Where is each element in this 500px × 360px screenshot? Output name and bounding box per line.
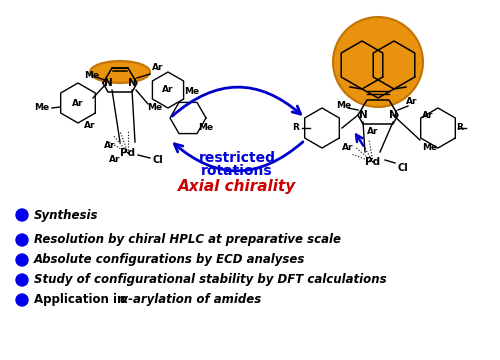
Text: Ar: Ar	[162, 85, 174, 94]
Text: α-arylation of amides: α-arylation of amides	[120, 293, 261, 306]
Ellipse shape	[333, 17, 423, 107]
Circle shape	[16, 274, 28, 286]
Text: Ar: Ar	[367, 127, 379, 136]
Text: Cl: Cl	[152, 155, 164, 165]
Circle shape	[16, 294, 28, 306]
FancyArrowPatch shape	[174, 142, 303, 171]
Text: Ar: Ar	[84, 121, 96, 130]
Text: Ar: Ar	[104, 140, 116, 149]
Text: Cl: Cl	[398, 163, 408, 173]
Text: restricted: restricted	[198, 151, 276, 165]
Text: N: N	[358, 110, 368, 120]
Text: Me: Me	[336, 100, 351, 109]
Text: Me: Me	[184, 87, 200, 96]
Text: Resolution by chiral HPLC at preparative scale: Resolution by chiral HPLC at preparative…	[34, 234, 341, 247]
Text: R: R	[292, 123, 300, 132]
Text: Me: Me	[34, 104, 50, 112]
Text: Application in: Application in	[34, 293, 130, 306]
Text: Me: Me	[148, 104, 162, 112]
Text: Pd: Pd	[120, 148, 136, 158]
Text: Ar: Ar	[342, 144, 354, 153]
Text: Ar: Ar	[152, 63, 164, 72]
Text: Ar: Ar	[422, 111, 434, 120]
Text: Axial chirality: Axial chirality	[178, 180, 296, 194]
Ellipse shape	[90, 61, 150, 83]
Text: Synthesis: Synthesis	[34, 208, 98, 221]
Text: Ar: Ar	[72, 99, 84, 108]
Text: Me: Me	[84, 71, 100, 80]
Text: Ar: Ar	[406, 98, 418, 107]
Text: rotations: rotations	[201, 164, 273, 178]
Text: Ar: Ar	[109, 156, 121, 165]
Circle shape	[16, 234, 28, 246]
Text: R: R	[456, 123, 464, 132]
Circle shape	[16, 254, 28, 266]
FancyArrowPatch shape	[356, 135, 364, 146]
Text: Me: Me	[198, 123, 214, 132]
Text: N: N	[128, 78, 136, 88]
Text: Pd: Pd	[366, 157, 380, 167]
Text: Study of configurational stability by DFT calculations: Study of configurational stability by DF…	[34, 274, 387, 287]
Circle shape	[16, 209, 28, 221]
Text: N: N	[388, 110, 398, 120]
FancyArrowPatch shape	[172, 87, 300, 116]
Text: Me: Me	[422, 144, 438, 153]
Text: Absolute configurations by ECD analyses: Absolute configurations by ECD analyses	[34, 253, 305, 266]
Text: N: N	[104, 78, 112, 88]
